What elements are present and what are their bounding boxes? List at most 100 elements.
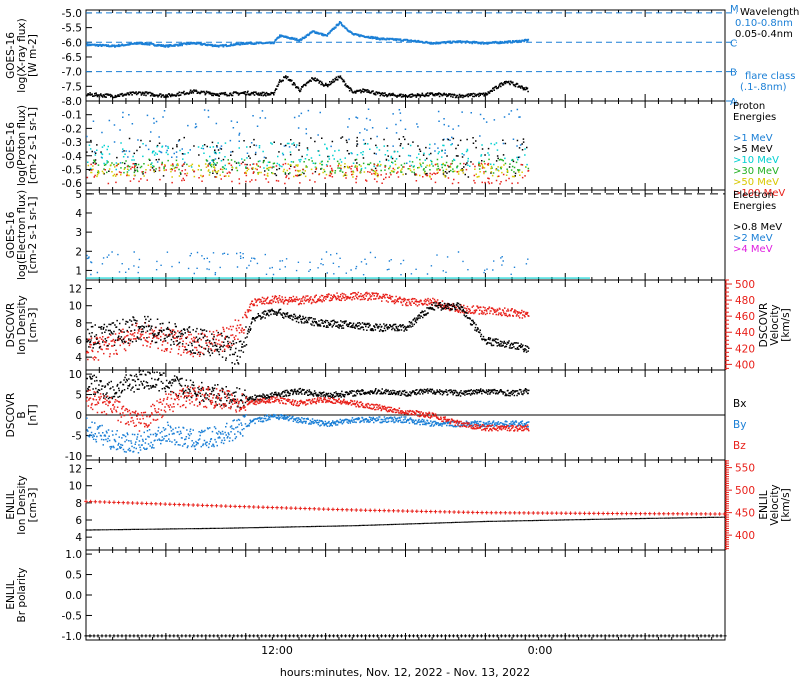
y-tick-label: -0.6 [62,178,83,190]
y-axis-title: DSCOVR [5,393,17,438]
x-axis: 12:00 0:00 hours:minutes, Nov. 12, 2022 … [261,644,552,679]
y-tick-label: -7.0 [62,67,83,79]
series-blue [86,251,529,276]
legend-item: Proton [733,101,765,112]
y-tick-label: 6 [75,515,82,527]
y-tick-label: -6.5 [62,52,83,64]
y-tick-label: 0.5 [65,570,82,582]
y-tick-label: 6 [75,335,82,347]
y2-tick-label: 400 [735,530,755,542]
y-tick-label: -5.5 [62,23,83,35]
y-axis-title: DSCOVR [5,303,17,348]
y2-tick-label: 460 [735,311,755,323]
y-tick-label: 12 [69,464,82,476]
legend-item: >0.8 MeV [733,222,782,233]
y-tick-label: 1.0 [65,549,82,561]
series-red [86,291,530,361]
y-axis-title: log(Proton flux) [16,105,28,186]
series-blue [86,21,530,48]
series-blue [86,413,530,454]
legend-item: flare class [745,71,795,82]
panel-frame [85,100,726,191]
y-tick-label: -0.4 [62,151,83,163]
y2-axis-title: [km/s] [780,308,792,342]
y-tick-label: 0.0 [65,590,82,602]
y-axis-title: log(Electron flux) [16,190,28,280]
y2-axis-title: DSCOVR [758,303,770,348]
flare-class-label: B [730,68,737,79]
panel-dscovr-mag: 10 5 0 -5 -10 DSCOVR B [nT] Bx By Bz [5,369,746,463]
y2-tick-label: 400 [735,359,755,371]
y-tick-label: 4 [75,208,82,220]
panel-proton: -0.1-0.2 -0.3 -0.4-0.5 -0.6 GOES-16 log(Proto… [5,100,785,199]
legend-item: Electron [733,190,774,201]
flare-class-label: A [730,97,737,108]
y2-axis-title: Velocity [769,304,781,345]
panel-frame [85,549,726,641]
y2-tick-label: 550 [735,463,755,475]
y-tick-label: -0.5 [62,164,83,176]
legend-item: >10 MeV [733,155,779,166]
y-axis-title: [cm-3] [27,308,39,343]
legend-item: >5 MeV [733,144,773,155]
y-tick-label: 2 [75,246,82,258]
y-tick-label: 10 [69,369,82,381]
y-tick-label: 12 [69,284,82,296]
panel-frame [85,459,726,551]
y-tick-label: -0.2 [62,123,83,135]
flare-class-label: M [730,4,739,15]
y2-axis-title: Velocity [769,484,781,525]
y-tick-label: 10 [69,481,82,493]
y-tick-label: 1 [75,265,82,277]
y-axis-title: [cm-3] [27,488,39,523]
y-tick-label: -5.0 [62,8,83,20]
y-tick-label: -0.1 [62,110,83,122]
x-tick-label: 12:00 [261,644,293,657]
y-axis-title: Ion Density [16,475,28,534]
y-tick-label: 3 [75,227,82,239]
series-black [86,136,528,178]
panel-frame [85,279,726,371]
legend-item: 0.10-0.8nm [735,18,793,29]
legend-item: Wavelength [740,7,799,18]
y-tick-label: -5 [72,430,82,442]
y2-axis-title: [km/s] [780,488,792,522]
legend-item: >2 MeV [733,233,773,244]
legend-item: Energies [733,112,776,123]
y-axis-title: log(X-ray flux) [16,18,28,92]
y2-axis-title: ENLIL [758,490,770,519]
panel-electron: 5 4 3 2 1 GOES-16 log(Electron flux) [cm-2 s-1 … [5,189,782,281]
panel-xray: -5.0 -5.5 -6.0 -6.5 -7.0 -7.5 -8.0 GOES-16 log(X… [5,4,799,108]
x-tick-label: 0:00 [528,644,553,657]
series-black [86,516,725,531]
legend-item: >100 MeV [733,188,785,199]
legend-item: Bz [733,440,746,452]
legend-item: Energies [733,201,776,212]
y-tick-label: -1.0 [62,631,83,643]
y-axis-title: GOES-16 [5,32,17,79]
y2-tick-label: 500 [735,485,755,497]
legend-item: >1 MeV [733,133,773,144]
y-tick-label: -0.5 [62,610,83,622]
y2-tick-label: 480 [735,295,755,307]
y-axis-title: [cm-2 s-1 sr-1] [27,107,39,184]
legend-item: >50 MeV [733,177,779,188]
y-tick-label: 5 [75,390,82,402]
y-axis-title: GOES-16 [5,122,17,169]
y2-tick-label: 500 [735,279,755,291]
y-tick-label: -7.5 [62,81,83,93]
y-tick-label: -8.0 [62,96,83,108]
y-axis-title: ENLIL [5,580,17,609]
series-black [86,302,530,365]
series-red [84,499,727,516]
panel-frame [85,189,726,281]
legend-item: >4 MeV [733,244,773,255]
legend-item: (.1-.8nm) [740,82,787,93]
panel-enlil-polarity: 1.0 0.5 0.0 -0.5 -1.0 ENLIL Br polarity [5,549,727,643]
y-tick-label: -6.0 [62,37,83,49]
series-black [86,369,530,409]
